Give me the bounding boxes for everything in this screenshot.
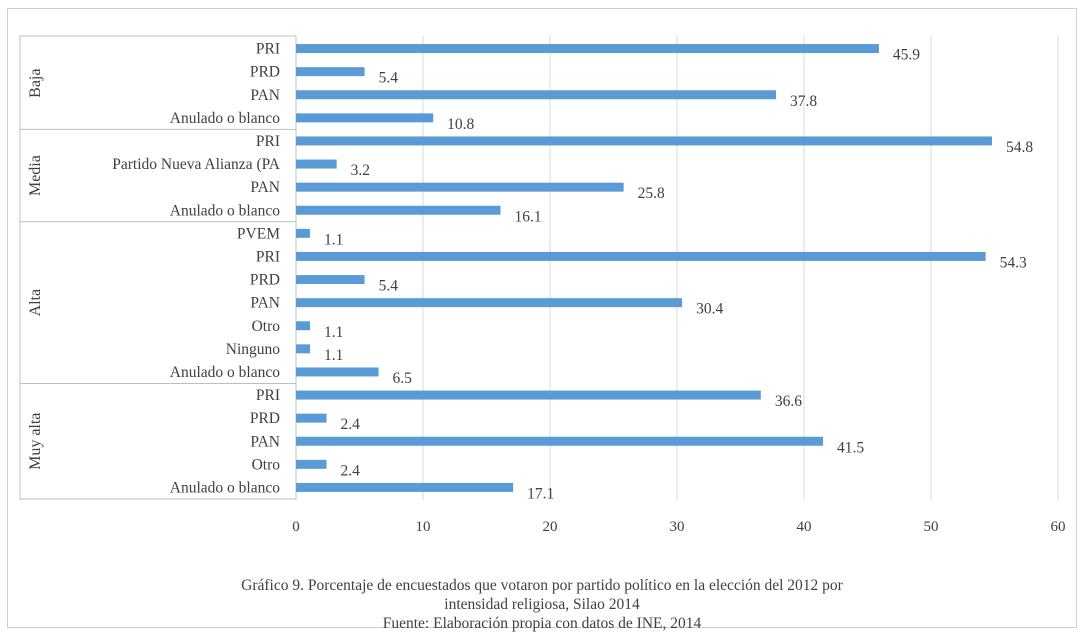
bar [296, 298, 683, 308]
category-label: PRI [256, 248, 280, 265]
category-label: Anulado o blanco [170, 110, 280, 127]
bar [296, 182, 624, 192]
labels: 0 10 20 30 40 50 60 PRI 45.9 PRD 5.4 PAN 37.8 Anulado… [27, 41, 1066, 535]
data-label: 54.3 [1000, 254, 1027, 271]
x-tick-label: 20 [543, 519, 558, 535]
data-label: 1.1 [324, 347, 343, 364]
category-label: PAN [250, 295, 280, 312]
bar [296, 390, 761, 400]
bar [296, 459, 327, 469]
data-label: 3.2 [351, 162, 370, 179]
bar [296, 159, 337, 169]
bar [296, 136, 992, 146]
data-label: 41.5 [837, 439, 864, 456]
bar-chart: 0 10 20 30 40 50 60 PRI 45.9 PRD 5.4 PAN 37.8 Anulado… [19, 35, 1066, 535]
category-label: PAN [250, 433, 280, 450]
category-axis-frame [19, 35, 297, 500]
category-label: PVEM [237, 225, 280, 242]
data-label: 5.4 [379, 70, 399, 87]
data-label: 10.8 [447, 116, 474, 133]
x-tick-label: 50 [924, 519, 939, 535]
category-label: Partido Nueva Alianza (PA [112, 156, 281, 173]
category-label: Anulado o blanco [170, 202, 280, 219]
data-label: 45.9 [893, 47, 920, 64]
data-label: 30.4 [696, 301, 723, 318]
bar [296, 344, 310, 354]
caption-title-line-1: Gráfico 9. Porcentaje de encuestados que… [241, 577, 843, 594]
category-label: PRI [256, 41, 280, 58]
data-label: 25.8 [638, 185, 665, 202]
x-tick-label: 60 [1051, 519, 1066, 535]
category-label: Ninguno [226, 341, 281, 358]
bar [296, 67, 365, 77]
caption-source: Fuente: Elaboración propia con datos de … [382, 615, 702, 632]
chart-frame [7, 8, 1077, 628]
data-label: 16.1 [514, 208, 541, 225]
data-label: 1.1 [324, 231, 343, 248]
data-label: 37.8 [790, 93, 817, 110]
category-label: Anulado o blanco [170, 479, 280, 496]
x-tick-label: 0 [292, 519, 300, 535]
bar [296, 413, 327, 423]
category-label: PRI [256, 133, 280, 150]
data-label: 1.1 [324, 324, 343, 341]
group-label: Muy alta [27, 413, 44, 470]
category-label: Otro [252, 456, 281, 473]
data-label: 6.5 [393, 370, 413, 387]
category-label: PRD [250, 410, 280, 427]
data-label: 17.1 [527, 485, 554, 502]
group-label: Alta [27, 289, 44, 317]
x-tick-label: 40 [797, 519, 812, 535]
bar [296, 251, 986, 261]
x-tick-label: 10 [416, 519, 431, 535]
bar [296, 321, 310, 331]
group-label: Baja [27, 69, 44, 98]
category-label: PAN [250, 87, 280, 104]
data-label: 5.4 [379, 278, 399, 295]
grid-lines [422, 36, 1059, 500]
category-label: PRI [256, 387, 280, 404]
chart-caption: Gráfico 9. Porcentaje de encuestados que… [0, 576, 1084, 633]
data-label: 54.8 [1006, 139, 1033, 156]
category-label: Anulado o blanco [170, 364, 280, 381]
bars [296, 44, 992, 492]
bar [296, 90, 777, 100]
bar [296, 205, 501, 215]
bar [296, 367, 379, 377]
bar [296, 228, 310, 238]
data-label: 2.4 [340, 462, 360, 479]
category-label: Otro [252, 318, 281, 335]
bar [296, 275, 365, 285]
data-label: 36.6 [775, 393, 802, 410]
category-label: PRD [250, 64, 280, 81]
category-label: PRD [250, 272, 280, 289]
data-label: 2.4 [340, 416, 360, 433]
bar [296, 482, 514, 492]
bar [296, 113, 434, 123]
group-label: Media [27, 155, 44, 196]
category-label: PAN [250, 179, 280, 196]
caption-title-line-2: intensidad religiosa, Silao 2014 [444, 596, 640, 613]
bar [296, 44, 879, 54]
x-tick-label: 30 [670, 519, 685, 535]
bar [296, 436, 824, 446]
